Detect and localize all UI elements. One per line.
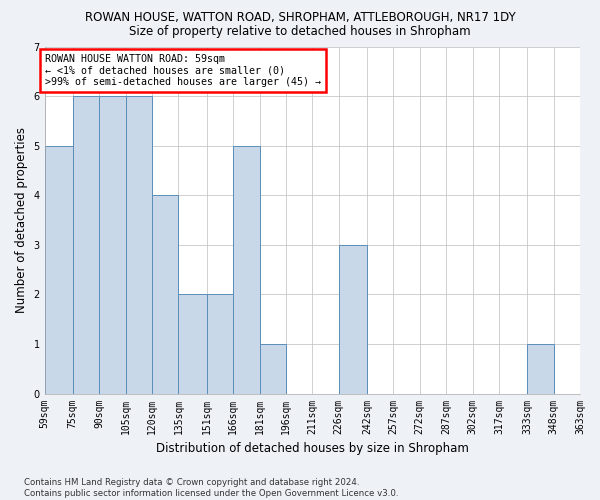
Bar <box>125 96 152 394</box>
Bar <box>339 245 367 394</box>
Bar <box>527 344 554 394</box>
Text: Size of property relative to detached houses in Shropham: Size of property relative to detached ho… <box>129 25 471 38</box>
Bar <box>99 96 125 394</box>
Bar <box>206 294 233 394</box>
X-axis label: Distribution of detached houses by size in Shropham: Distribution of detached houses by size … <box>156 442 469 455</box>
Bar <box>44 146 73 394</box>
Bar <box>152 195 179 394</box>
Bar <box>233 146 260 394</box>
Text: ROWAN HOUSE WATTON ROAD: 59sqm
← <1% of detached houses are smaller (0)
>99% of : ROWAN HOUSE WATTON ROAD: 59sqm ← <1% of … <box>44 54 320 87</box>
Text: ROWAN HOUSE, WATTON ROAD, SHROPHAM, ATTLEBOROUGH, NR17 1DY: ROWAN HOUSE, WATTON ROAD, SHROPHAM, ATTL… <box>85 12 515 24</box>
Bar <box>73 96 99 394</box>
Y-axis label: Number of detached properties: Number of detached properties <box>15 127 28 313</box>
Text: Contains HM Land Registry data © Crown copyright and database right 2024.
Contai: Contains HM Land Registry data © Crown c… <box>24 478 398 498</box>
Bar <box>179 294 206 394</box>
Bar <box>260 344 286 394</box>
